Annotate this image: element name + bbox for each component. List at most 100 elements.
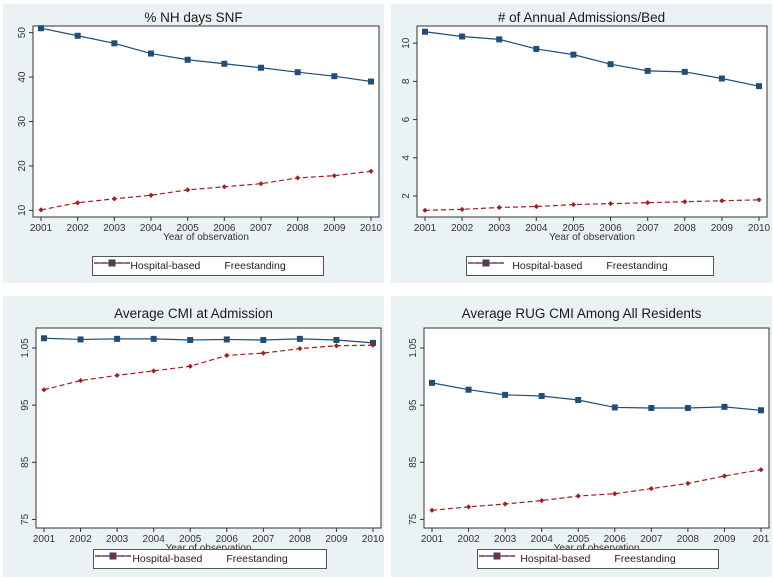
data-point-freestanding [258,181,264,187]
x-tick-label: 2003 [106,534,129,545]
data-point-hospital-based [111,40,118,47]
legend-freestanding-label: Freestanding [606,260,668,272]
x-tick-label: 2001 [421,534,444,545]
data-point-freestanding [612,491,618,497]
data-point-freestanding [295,175,301,181]
data-point-hospital-based [150,335,157,342]
chart-legend: Hospital-based Freestanding [92,256,324,276]
data-point-hospital-based [294,69,301,76]
x-tick-label: 2002 [69,534,92,545]
series-line-hospital-based [43,337,374,344]
series-line-hospital-based [424,31,760,87]
x-tick-label: 2007 [640,534,663,545]
data-point-hospital-based [644,67,651,74]
data-point-freestanding [502,501,508,507]
legend-freestanding-label: Freestanding [614,553,676,565]
legend-item-freestanding: Freestanding [479,553,676,565]
data-point-hospital-based [607,61,614,68]
legend-freestanding-swatch [479,553,515,559]
data-point-freestanding [422,207,428,213]
x-tick-label: 2001 [30,223,53,234]
legend-freestanding-swatch [95,553,131,559]
data-point-hospital-based [648,405,655,411]
legend-freestanding-label: Freestanding [226,553,288,565]
x-tick-label: 2006 [213,223,236,234]
series-line-freestanding [43,344,374,391]
legend-item-hospital: Hospital-based [479,552,591,565]
data-point-hospital-based [74,32,81,39]
data-point-hospital-based [756,83,762,90]
y-tick-label: 75 [20,513,31,525]
data-point-freestanding [719,198,725,204]
chart-panel-admissions: # of Annual Admissions/Bed 2 4 6 8 10 2001 200… [391,4,772,283]
x-tick-label: 2010 [360,223,383,234]
x-tick-label: 2005 [562,223,585,234]
data-point-freestanding [368,168,374,174]
x-tick-label: 201 [753,534,770,545]
chart-title: % NH days SNF [144,10,243,25]
chart-legend: Hospital-based Freestanding [466,256,714,276]
data-point-hospital-based [114,335,121,342]
y-tick-label: 85 [20,456,31,468]
x-tick-label: 2004 [143,534,166,545]
legend-hospital-label: Hospital-based [132,553,203,565]
data-point-freestanding [148,192,154,198]
data-point-hospital-based [223,336,230,343]
legend-hospital-label: Hospital-based [512,260,583,272]
series-line-hospital-based [431,382,762,411]
data-point-freestanding [721,473,728,479]
y-tick-label: 1.05 [408,338,419,358]
x-tick-label: 2010 [748,223,771,234]
x-tick-label: 2002 [451,223,474,234]
data-point-hospital-based [296,335,303,342]
data-point-hospital-based [465,386,472,393]
data-point-freestanding [648,485,654,492]
legend-item-freestanding: Freestanding [94,260,286,272]
y-tick-label: 40 [17,71,28,83]
x-tick-label: 2005 [177,223,200,234]
data-point-hospital-based [502,391,509,398]
data-point-freestanding [682,199,688,205]
x-tick-label: 2005 [567,534,590,545]
y-tick-label: 10 [17,204,28,216]
x-tick-label: 2004 [525,223,548,234]
x-tick-label: 2009 [713,534,736,545]
x-axis-title: Year of observation [166,543,252,554]
y-tick-label: 4 [401,155,412,161]
data-point-hospital-based [77,336,84,343]
chart-title: # of Annual Admissions/Bed [497,10,666,25]
x-tick-label: 2004 [531,534,554,545]
data-point-freestanding [429,507,435,513]
data-point-freestanding [185,187,191,193]
x-tick-label: 2008 [677,534,700,545]
data-point-freestanding [570,201,577,208]
legend-item-hospital: Hospital-based [468,259,583,272]
series-line-freestanding [431,469,762,511]
data-point-freestanding [333,343,340,349]
data-point-freestanding [685,480,691,487]
chart-svg: 75 85 95 1.05 2001 2002 2003 2004 2005 2006 2007 20… [408,327,770,554]
data-point-hospital-based [429,379,435,386]
data-point-hospital-based [38,25,44,32]
x-tick-label: 2008 [289,534,312,545]
data-point-freestanding [111,196,117,202]
x-tick-label: 2009 [323,223,346,234]
legend-freestanding-swatch [468,260,504,266]
legend-hospital-label: Hospital-based [130,260,201,272]
legend-hospital-label: Hospital-based [520,553,591,565]
chart-legend: Hospital-based Freestanding [477,549,719,569]
x-tick-label: 2003 [488,223,511,234]
x-tick-label: 2006 [599,223,622,234]
chart-legend: Hospital-based Freestanding [93,549,327,569]
data-point-hospital-based [221,60,228,67]
data-point-hospital-based [758,407,764,414]
x-tick-label: 2007 [637,223,660,234]
plot-area [35,327,382,529]
data-point-hospital-based [41,335,47,342]
y-tick-label: 95 [408,399,419,411]
series-line-hospital-based [40,27,372,83]
x-tick-label: 2006 [604,534,627,545]
data-point-hospital-based [721,403,728,410]
x-tick-label: 2001 [33,534,56,545]
x-tick-label: 2006 [216,534,239,545]
